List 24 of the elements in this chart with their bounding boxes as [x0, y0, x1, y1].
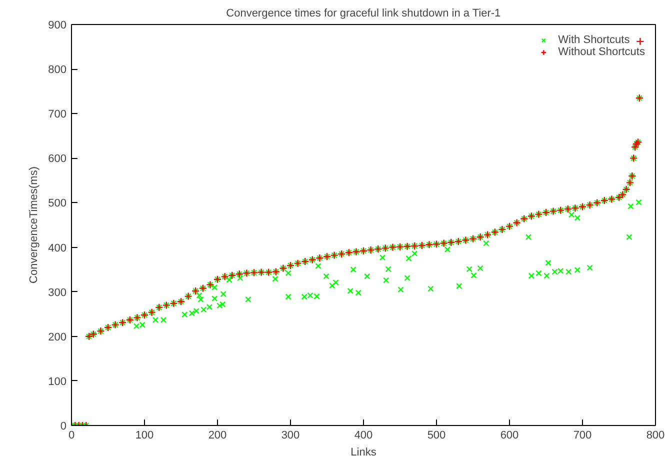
y-tick-label: 200: [48, 331, 67, 344]
x-tick-label: 800: [646, 430, 665, 442]
y-tick-label: 600: [48, 153, 67, 166]
x-tick-label: 500: [427, 430, 446, 442]
y-tick-label: 300: [48, 286, 67, 299]
y-tick-label: 500: [48, 198, 67, 210]
y-tick-label: 700: [48, 108, 67, 121]
x-tick-label: 400: [354, 430, 373, 442]
x-tick-label: 0: [68, 430, 75, 442]
x-tick-label: 200: [208, 430, 227, 442]
legend-label: Without Shortcuts: [558, 46, 645, 58]
y-tick-label: 900: [48, 20, 67, 32]
legend-label: With Shortcuts: [558, 34, 630, 46]
chart-title: Convergence times for graceful link shutdown in a Tier-1: [226, 8, 501, 20]
y-axis-title: ConvergenceTimes(ms): [28, 166, 40, 284]
x-axis-title: Links: [350, 446, 377, 458]
y-tick-label: 800: [48, 64, 67, 76]
x-tick-label: 100: [135, 430, 154, 442]
x-tick-label: 300: [281, 430, 300, 442]
y-tick-label: 0: [60, 420, 67, 432]
x-tick-label: 700: [573, 430, 592, 442]
y-tick-label: 400: [48, 242, 67, 254]
x-tick-label: 600: [500, 430, 519, 442]
y-tick-label: 100: [48, 376, 67, 388]
